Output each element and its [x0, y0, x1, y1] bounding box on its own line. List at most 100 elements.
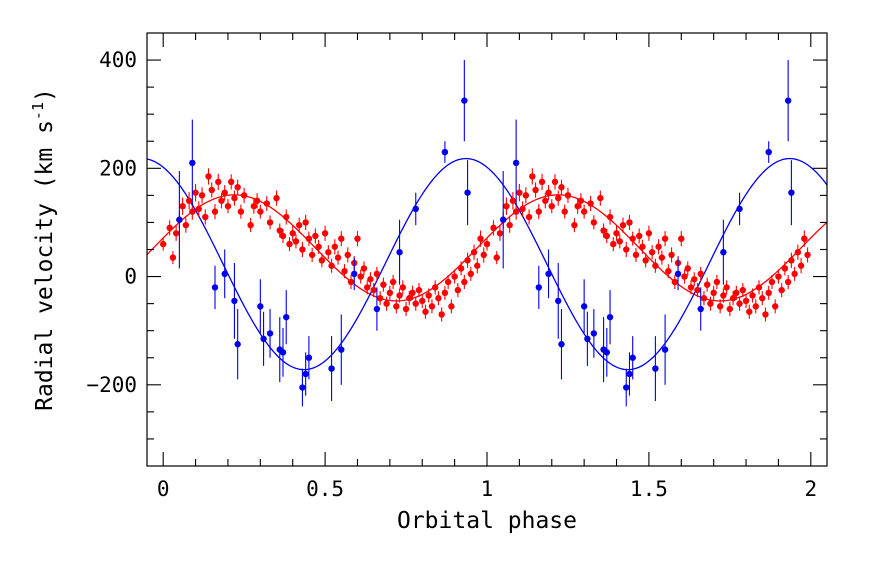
red-component-point — [726, 305, 734, 313]
red-component-point — [189, 208, 196, 215]
axis-ticks: 0 0.5 1 1.5 2 −200 0 200 400 — [86, 33, 827, 501]
red-component-point — [409, 289, 416, 296]
red-component-point — [516, 189, 523, 196]
red-component-point — [558, 184, 565, 191]
red-component-point — [344, 251, 351, 259]
red-component-point — [247, 221, 254, 229]
red-component-point — [762, 311, 769, 318]
red-component-point — [707, 300, 714, 307]
blue-component-point — [464, 189, 471, 196]
red-component-point — [564, 192, 572, 199]
y-tick-label: 200 — [99, 156, 137, 180]
blue-component-point — [257, 303, 264, 310]
red-component-point — [250, 203, 258, 210]
y-tick-label: 400 — [99, 48, 137, 72]
red-component-point — [493, 254, 500, 261]
red-component-point — [172, 230, 180, 237]
red-component-point — [648, 249, 656, 256]
red-component-point — [289, 230, 296, 237]
blue-component-point — [788, 189, 795, 196]
red-component-point — [299, 246, 306, 253]
red-component-point — [431, 284, 439, 291]
blue-component-point — [736, 205, 743, 213]
red-component-point — [218, 197, 225, 204]
y-axis-title-main: Radial velocity (km s — [32, 120, 58, 411]
red-component-point — [525, 213, 533, 221]
red-component-point — [457, 265, 465, 272]
red-component-point — [198, 192, 206, 199]
blue-component-point — [283, 313, 290, 321]
blue-component-fit-curve — [146, 157, 828, 371]
red-component-point — [720, 292, 727, 299]
red-component-point — [253, 197, 261, 204]
red-component-point — [658, 254, 666, 261]
blue-component-point — [176, 216, 183, 223]
blue-component-point — [512, 159, 520, 167]
red-component-point — [613, 230, 620, 237]
red-component-point — [551, 178, 559, 186]
blue-component-point — [461, 97, 468, 104]
red-component-point — [752, 303, 759, 310]
red-component-point — [192, 189, 199, 196]
blue-component-point — [234, 341, 241, 348]
red-component-point — [444, 278, 452, 286]
red-component-point — [276, 227, 283, 234]
red-component-point — [555, 194, 562, 202]
blue-component-point — [626, 370, 633, 378]
red-component-point — [703, 281, 711, 288]
red-component-point — [263, 200, 271, 207]
red-component-point — [791, 270, 798, 278]
red-component-point — [503, 203, 510, 210]
blue-component-point — [302, 370, 309, 378]
red-component-point — [784, 278, 792, 286]
red-component-point — [480, 251, 487, 259]
red-component-point — [729, 295, 737, 302]
blue-component-point — [338, 346, 345, 353]
blue-component-point — [580, 303, 588, 310]
red-component-point — [694, 286, 701, 294]
red-component-point — [574, 203, 581, 210]
blue-component-point — [441, 148, 449, 156]
red-component-point — [279, 232, 287, 240]
red-component-point — [532, 186, 539, 194]
red-component-point — [373, 270, 381, 278]
blue-component-point — [279, 349, 287, 356]
red-component-point — [360, 265, 368, 272]
red-component-point — [490, 224, 497, 232]
red-component-point — [626, 219, 633, 226]
red-component-point — [577, 197, 585, 204]
red-component-point — [765, 289, 772, 296]
blue-component-point — [412, 205, 419, 213]
red-component-point — [467, 270, 475, 278]
blue-component-point — [351, 270, 358, 278]
red-component-point — [208, 186, 215, 194]
red-component-point — [435, 295, 442, 302]
red-component-point — [396, 292, 403, 299]
red-component-point — [804, 251, 811, 259]
red-component-point — [448, 303, 455, 310]
red-component-point — [386, 289, 394, 296]
red-component-point — [221, 189, 228, 196]
red-component-point — [321, 230, 329, 237]
red-component-point — [461, 278, 468, 286]
red-component-point — [441, 289, 449, 296]
red-component-point — [376, 295, 384, 302]
red-component-point — [211, 208, 219, 215]
red-component-point — [496, 230, 504, 237]
blue-component-point — [652, 365, 659, 372]
blue-component-point — [720, 249, 727, 256]
red-component-point — [684, 265, 691, 272]
red-component-point — [775, 273, 782, 280]
blue-component-point — [260, 335, 267, 343]
red-component-point — [370, 286, 377, 294]
red-component-point — [438, 311, 445, 318]
red-component-point — [606, 213, 614, 221]
blue-component-point — [590, 330, 598, 337]
blue-component-point — [623, 384, 630, 391]
red-component-point — [166, 224, 173, 232]
blue-component-point — [697, 305, 704, 313]
red-component-point — [710, 289, 717, 296]
red-component-point — [742, 297, 750, 305]
red-component-point — [512, 208, 520, 215]
blue-component-point — [584, 335, 591, 343]
